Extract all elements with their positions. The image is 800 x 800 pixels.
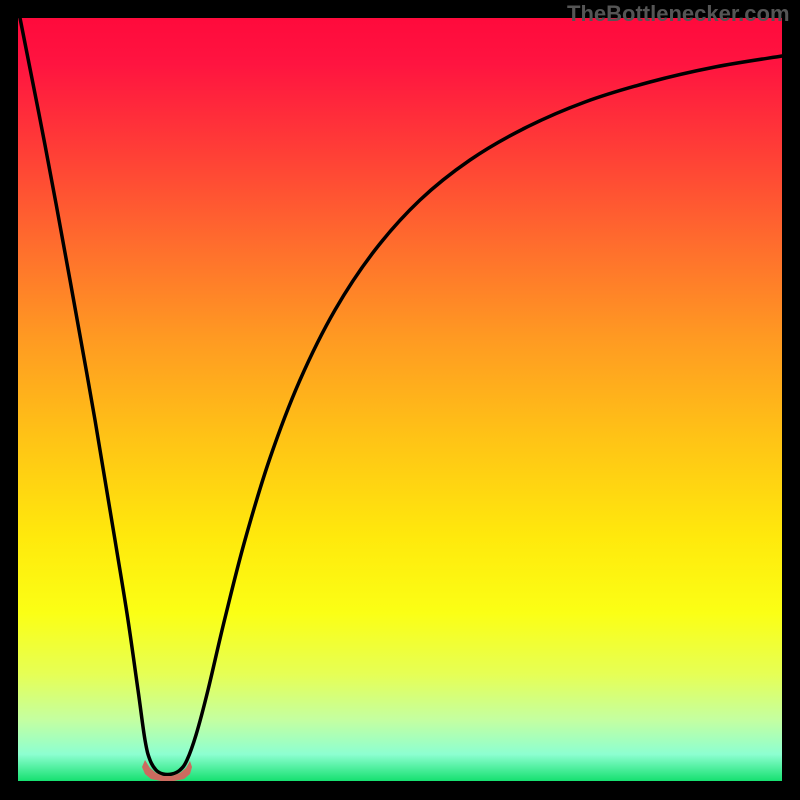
- watermark-text: TheBottlenecker.com: [567, 1, 790, 27]
- bottleneck-chart: TheBottlenecker.com: [0, 0, 800, 800]
- chart-svg: [0, 0, 800, 800]
- chart-background: [18, 18, 782, 781]
